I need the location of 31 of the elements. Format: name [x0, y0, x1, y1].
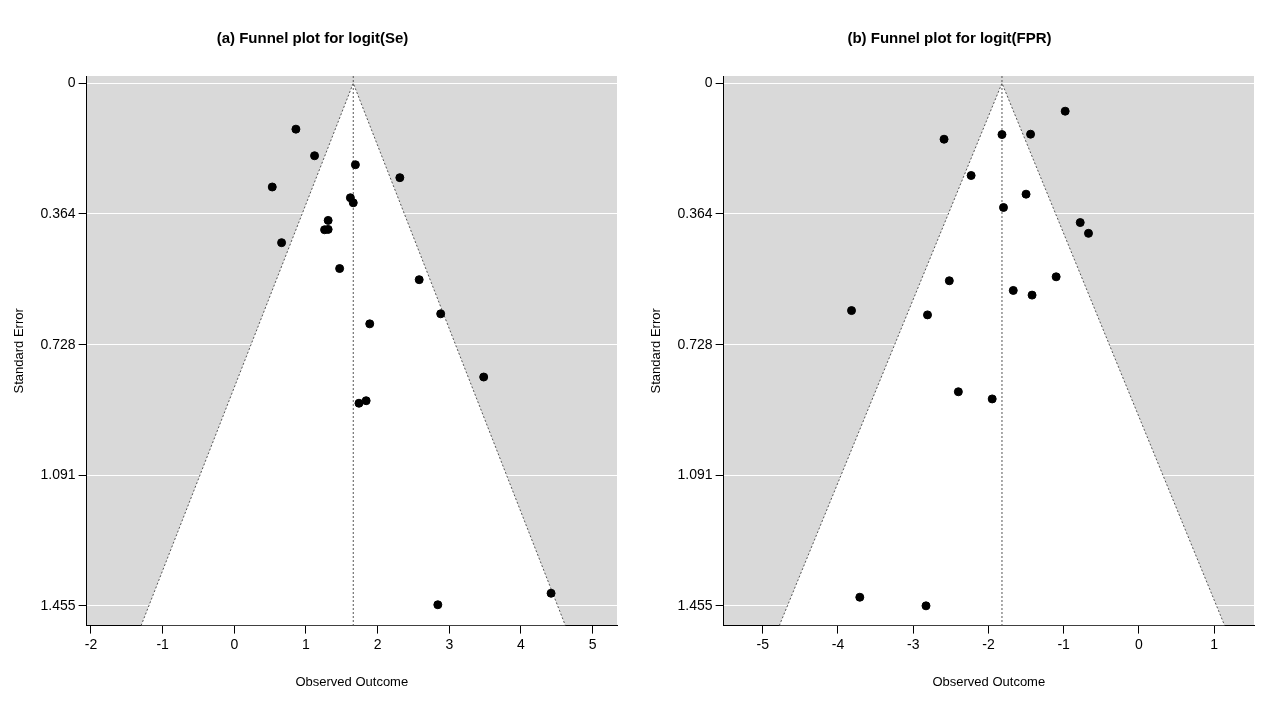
y-axis-title: Standard Error: [648, 307, 664, 394]
y-axis-title: Standard Error: [11, 307, 27, 394]
x-tick-label: -5: [756, 635, 770, 652]
x-tick-label: 4: [517, 635, 526, 652]
y-tick-label: 0.728: [677, 335, 713, 352]
y-tick-label: 0.364: [677, 204, 713, 221]
x-axis-title: Observed Outcome: [295, 673, 409, 689]
y-tick-label: 1.091: [40, 465, 76, 482]
y-tick-label: 0.364: [40, 204, 76, 221]
x-tick-label: 0: [230, 635, 239, 652]
x-tick-label: -1: [1057, 635, 1071, 652]
x-tick-label: -3: [906, 635, 920, 652]
x-tick-label: 0: [1135, 635, 1143, 652]
x-axis-title: Observed Outcome: [932, 673, 1046, 689]
chart-title: (b) Funnel plot for logit(FPR): [847, 29, 1052, 47]
x-tick-label: 5: [588, 635, 597, 652]
x-tick-label: 3: [445, 635, 454, 652]
x-tick-label: 1: [1210, 635, 1219, 652]
y-tick-label: 1.455: [677, 596, 713, 613]
x-tick-label: -2: [84, 635, 98, 652]
y-tick-label: 0: [704, 74, 713, 91]
y-tick-label: 0.728: [40, 335, 76, 352]
chart-title: (a) Funnel plot for logit(Se): [216, 29, 409, 47]
y-tick-label: 1.091: [677, 465, 713, 482]
x-tick-label: -1: [156, 635, 170, 652]
x-tick-label: -4: [831, 635, 845, 652]
y-tick-label: 0: [67, 74, 76, 91]
y-tick-label: 1.455: [40, 596, 76, 613]
x-tick-label: 1: [302, 635, 311, 652]
x-tick-label: 2: [373, 635, 382, 652]
x-tick-label: -2: [982, 635, 995, 652]
